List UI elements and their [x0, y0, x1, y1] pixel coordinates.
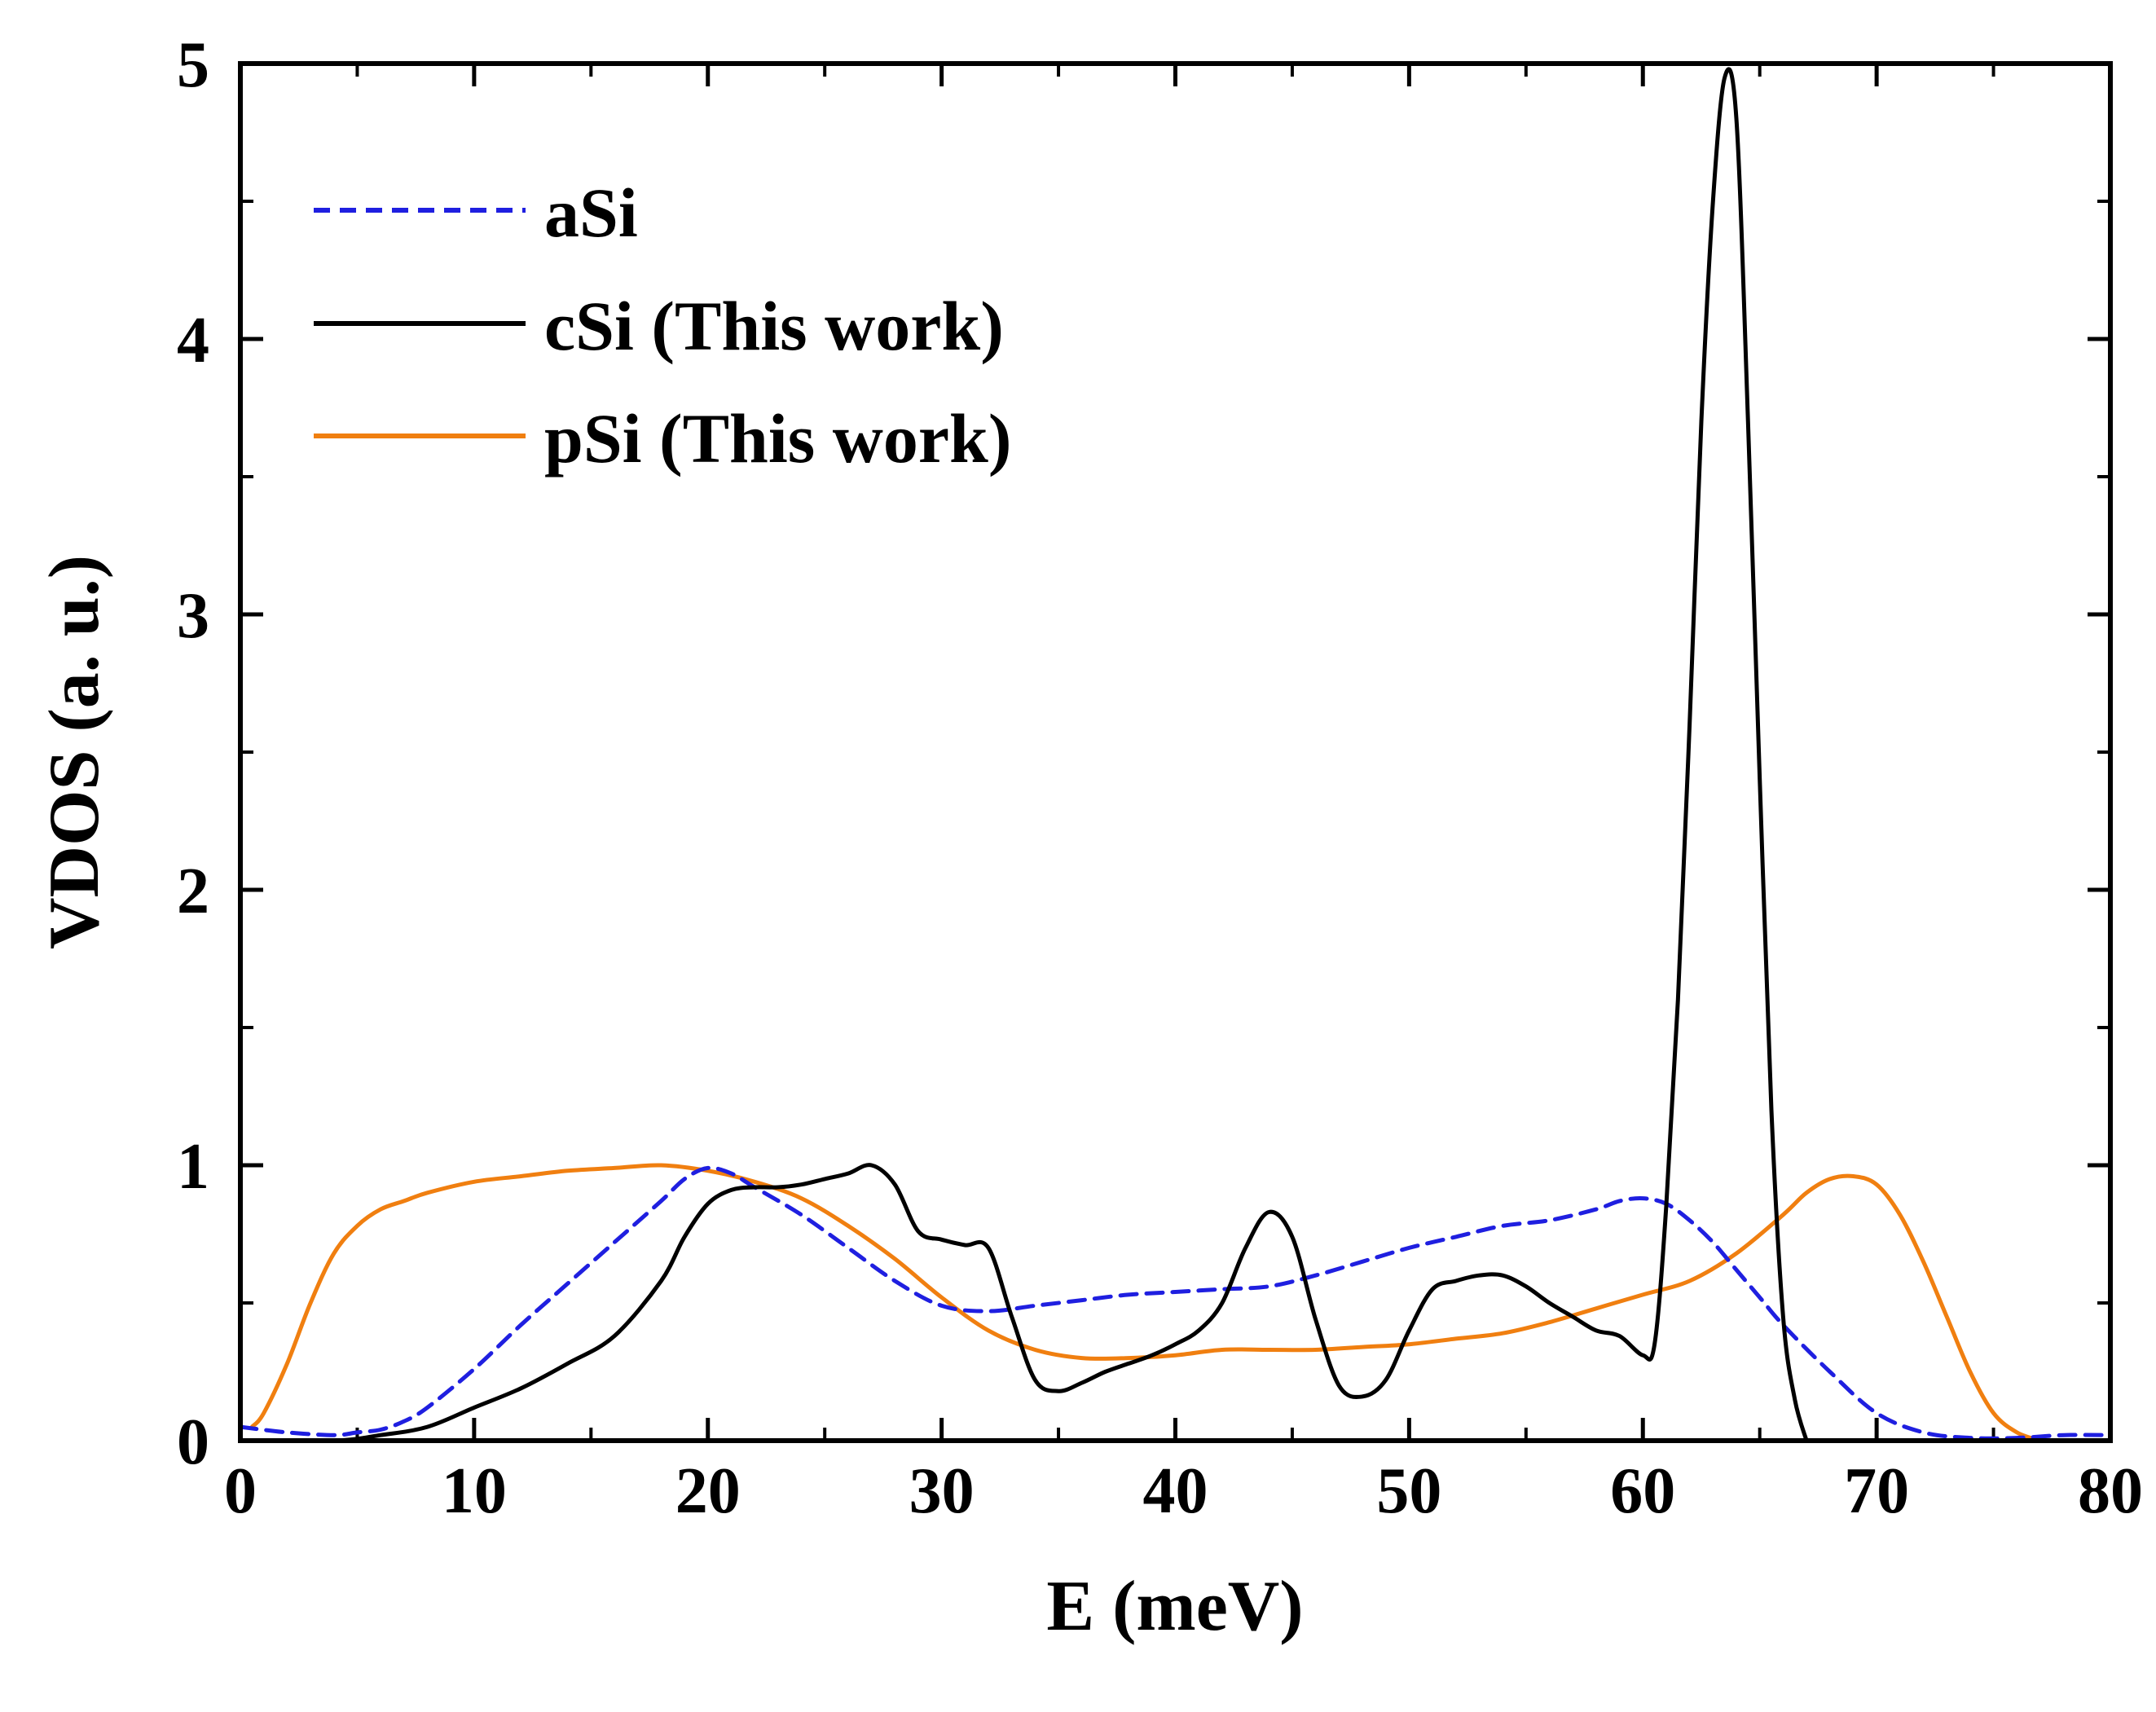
legend: aSi cSi (This work) pSi (This work)	[314, 174, 1012, 478]
x-tick-label: 80	[2078, 1455, 2143, 1527]
x-tick-label: 40	[1143, 1455, 1208, 1527]
y-tick-label: 3	[177, 580, 209, 652]
x-tick-label: 70	[1844, 1455, 1909, 1527]
series-layer	[238, 67, 2113, 1443]
y-tick-label: 4	[177, 305, 209, 376]
y-tick-label: 5	[177, 29, 209, 101]
x-tick-label: 10	[442, 1455, 507, 1527]
legend-label-asi: aSi	[544, 174, 638, 252]
x-tick-label: 0	[224, 1455, 257, 1527]
x-tick-label: 60	[1610, 1455, 1675, 1527]
y-tick-label: 0	[177, 1406, 209, 1478]
legend-label-csi: cSi (This work)	[544, 287, 1004, 365]
y-axis-title: VDOS (a. u.)	[35, 555, 114, 949]
tick-label-layer: 0 10 20 30 40 50 60 70 80 0 1 2 3 4 5	[177, 29, 2143, 1527]
y-tick-label: 2	[177, 856, 209, 927]
series-csi-line	[238, 67, 1809, 1443]
series-asi-line	[238, 1165, 2113, 1441]
legend-label-psi: pSi (This work)	[544, 399, 1012, 478]
series-psi-line	[249, 1163, 2043, 1443]
tick-layer	[238, 61, 2113, 1443]
x-axis-title: E (meV)	[1046, 1567, 1303, 1646]
plot-frame	[238, 61, 2113, 1443]
x-tick-label: 30	[909, 1455, 975, 1527]
y-tick-label: 1	[177, 1131, 209, 1203]
x-tick-label: 20	[675, 1455, 741, 1527]
x-tick-label: 50	[1376, 1455, 1441, 1527]
